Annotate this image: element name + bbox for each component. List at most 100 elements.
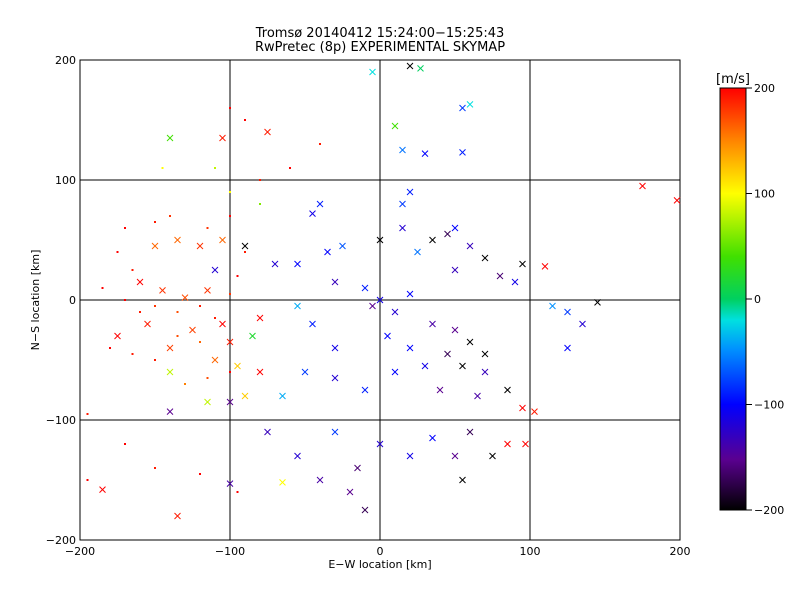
x-axis-ticks: −200 −100 0 100 200 [65, 545, 691, 558]
data-point-dot [86, 479, 89, 481]
data-point-x [114, 332, 121, 340]
data-point-x [451, 452, 459, 460]
data-point-x [331, 278, 339, 286]
data-point-x [174, 512, 181, 520]
data-point-dot [206, 377, 209, 379]
data-point-dot [154, 359, 156, 361]
data-point-x [549, 302, 556, 310]
data-point-x [481, 368, 489, 376]
data-point-x [376, 440, 384, 448]
data-point-x [444, 230, 451, 238]
data-point-x [226, 338, 234, 346]
data-point-dot [124, 443, 126, 445]
data-point-x [466, 338, 474, 346]
data-point-x [673, 197, 681, 204]
colorbar-label: [m/s] [716, 72, 750, 87]
x-tick-label: 0 [377, 545, 384, 558]
data-point-x [421, 150, 429, 157]
data-point-x [436, 386, 444, 394]
data-point-x [496, 272, 504, 280]
data-point-x [174, 236, 181, 244]
data-point-x [361, 284, 369, 292]
data-point-dot [229, 293, 231, 295]
data-point-dot [236, 275, 239, 277]
data-point-dot [176, 311, 179, 313]
y-tick-label: −100 [46, 414, 76, 427]
data-point-x [211, 356, 219, 364]
colorbar-tick-label: 200 [754, 82, 775, 95]
data-point-dot [229, 107, 231, 109]
data-point-x [399, 200, 406, 208]
colorbar-tick-label: −100 [754, 399, 784, 412]
data-point-x [429, 236, 436, 244]
data-point-x [414, 248, 421, 256]
data-point-x [466, 428, 474, 436]
data-point-x [181, 294, 189, 301]
data-point-x [406, 188, 414, 196]
data-point-x [346, 488, 354, 496]
data-point-x [444, 350, 451, 358]
data-point-x [451, 224, 459, 232]
data-point-x [451, 326, 459, 334]
data-point-x [204, 398, 211, 406]
data-point-x [219, 236, 226, 244]
data-point-x [189, 326, 196, 334]
data-point-x [459, 149, 466, 156]
data-point-x [204, 287, 211, 294]
data-point-x [481, 350, 489, 358]
data-point-x [271, 260, 279, 268]
data-point-x [166, 408, 174, 415]
data-point-x [594, 299, 601, 306]
data-point-x [399, 146, 406, 154]
data-point-dot [259, 179, 261, 181]
data-point-dot [199, 473, 201, 475]
data-point-x [144, 320, 151, 328]
colorbar-tick-label: 100 [754, 188, 775, 201]
data-point-x [99, 486, 106, 493]
data-point-x [451, 266, 459, 274]
data-point-dot [154, 221, 156, 223]
data-point-dot [214, 167, 216, 169]
data-point-dot [289, 167, 291, 169]
data-point-x [369, 302, 376, 310]
data-point-x [519, 404, 526, 412]
data-point-dot [154, 467, 156, 469]
data-point-dot [176, 335, 179, 337]
colorbar-tick-label: 0 [754, 293, 761, 306]
data-point-x [309, 320, 316, 328]
data-point-dot [214, 317, 216, 319]
data-point-x [522, 440, 529, 448]
data-point-x [579, 320, 586, 328]
data-point-x [489, 452, 496, 460]
data-point-x [331, 374, 339, 382]
x-tick-label: 100 [520, 545, 541, 558]
data-point-x [294, 260, 301, 268]
data-point-x [309, 210, 316, 217]
data-point-x [316, 200, 324, 208]
data-point-dot [199, 341, 201, 343]
data-point-dot [124, 227, 126, 229]
data-point-x [391, 122, 399, 130]
data-point-x [159, 287, 166, 294]
data-point-x [301, 368, 309, 376]
data-point-dot [116, 251, 119, 253]
data-point-x [166, 134, 174, 142]
data-point-x [406, 62, 414, 70]
y-tick-label: 100 [55, 174, 76, 187]
data-point-x [339, 242, 346, 250]
data-point-dot [109, 347, 111, 349]
chart-title: Tromsø 20140412 15:24:00−15:25:43 [255, 26, 505, 41]
y-axis-label: N−S location [km] [29, 250, 42, 351]
data-point-x [406, 452, 414, 460]
data-point-dot [101, 287, 104, 289]
data-point-x [481, 254, 489, 262]
data-point-dot [131, 353, 134, 355]
colorbar-ticks: 200 100 0 −100 −200 [746, 82, 784, 517]
data-point-x [541, 263, 549, 270]
data-point-x [376, 236, 384, 244]
colorbar [719, 87, 747, 511]
x-tick-label: −200 [65, 545, 95, 558]
data-point-dot [124, 299, 126, 301]
data-point-x [196, 242, 204, 250]
data-point-dot [139, 311, 141, 313]
